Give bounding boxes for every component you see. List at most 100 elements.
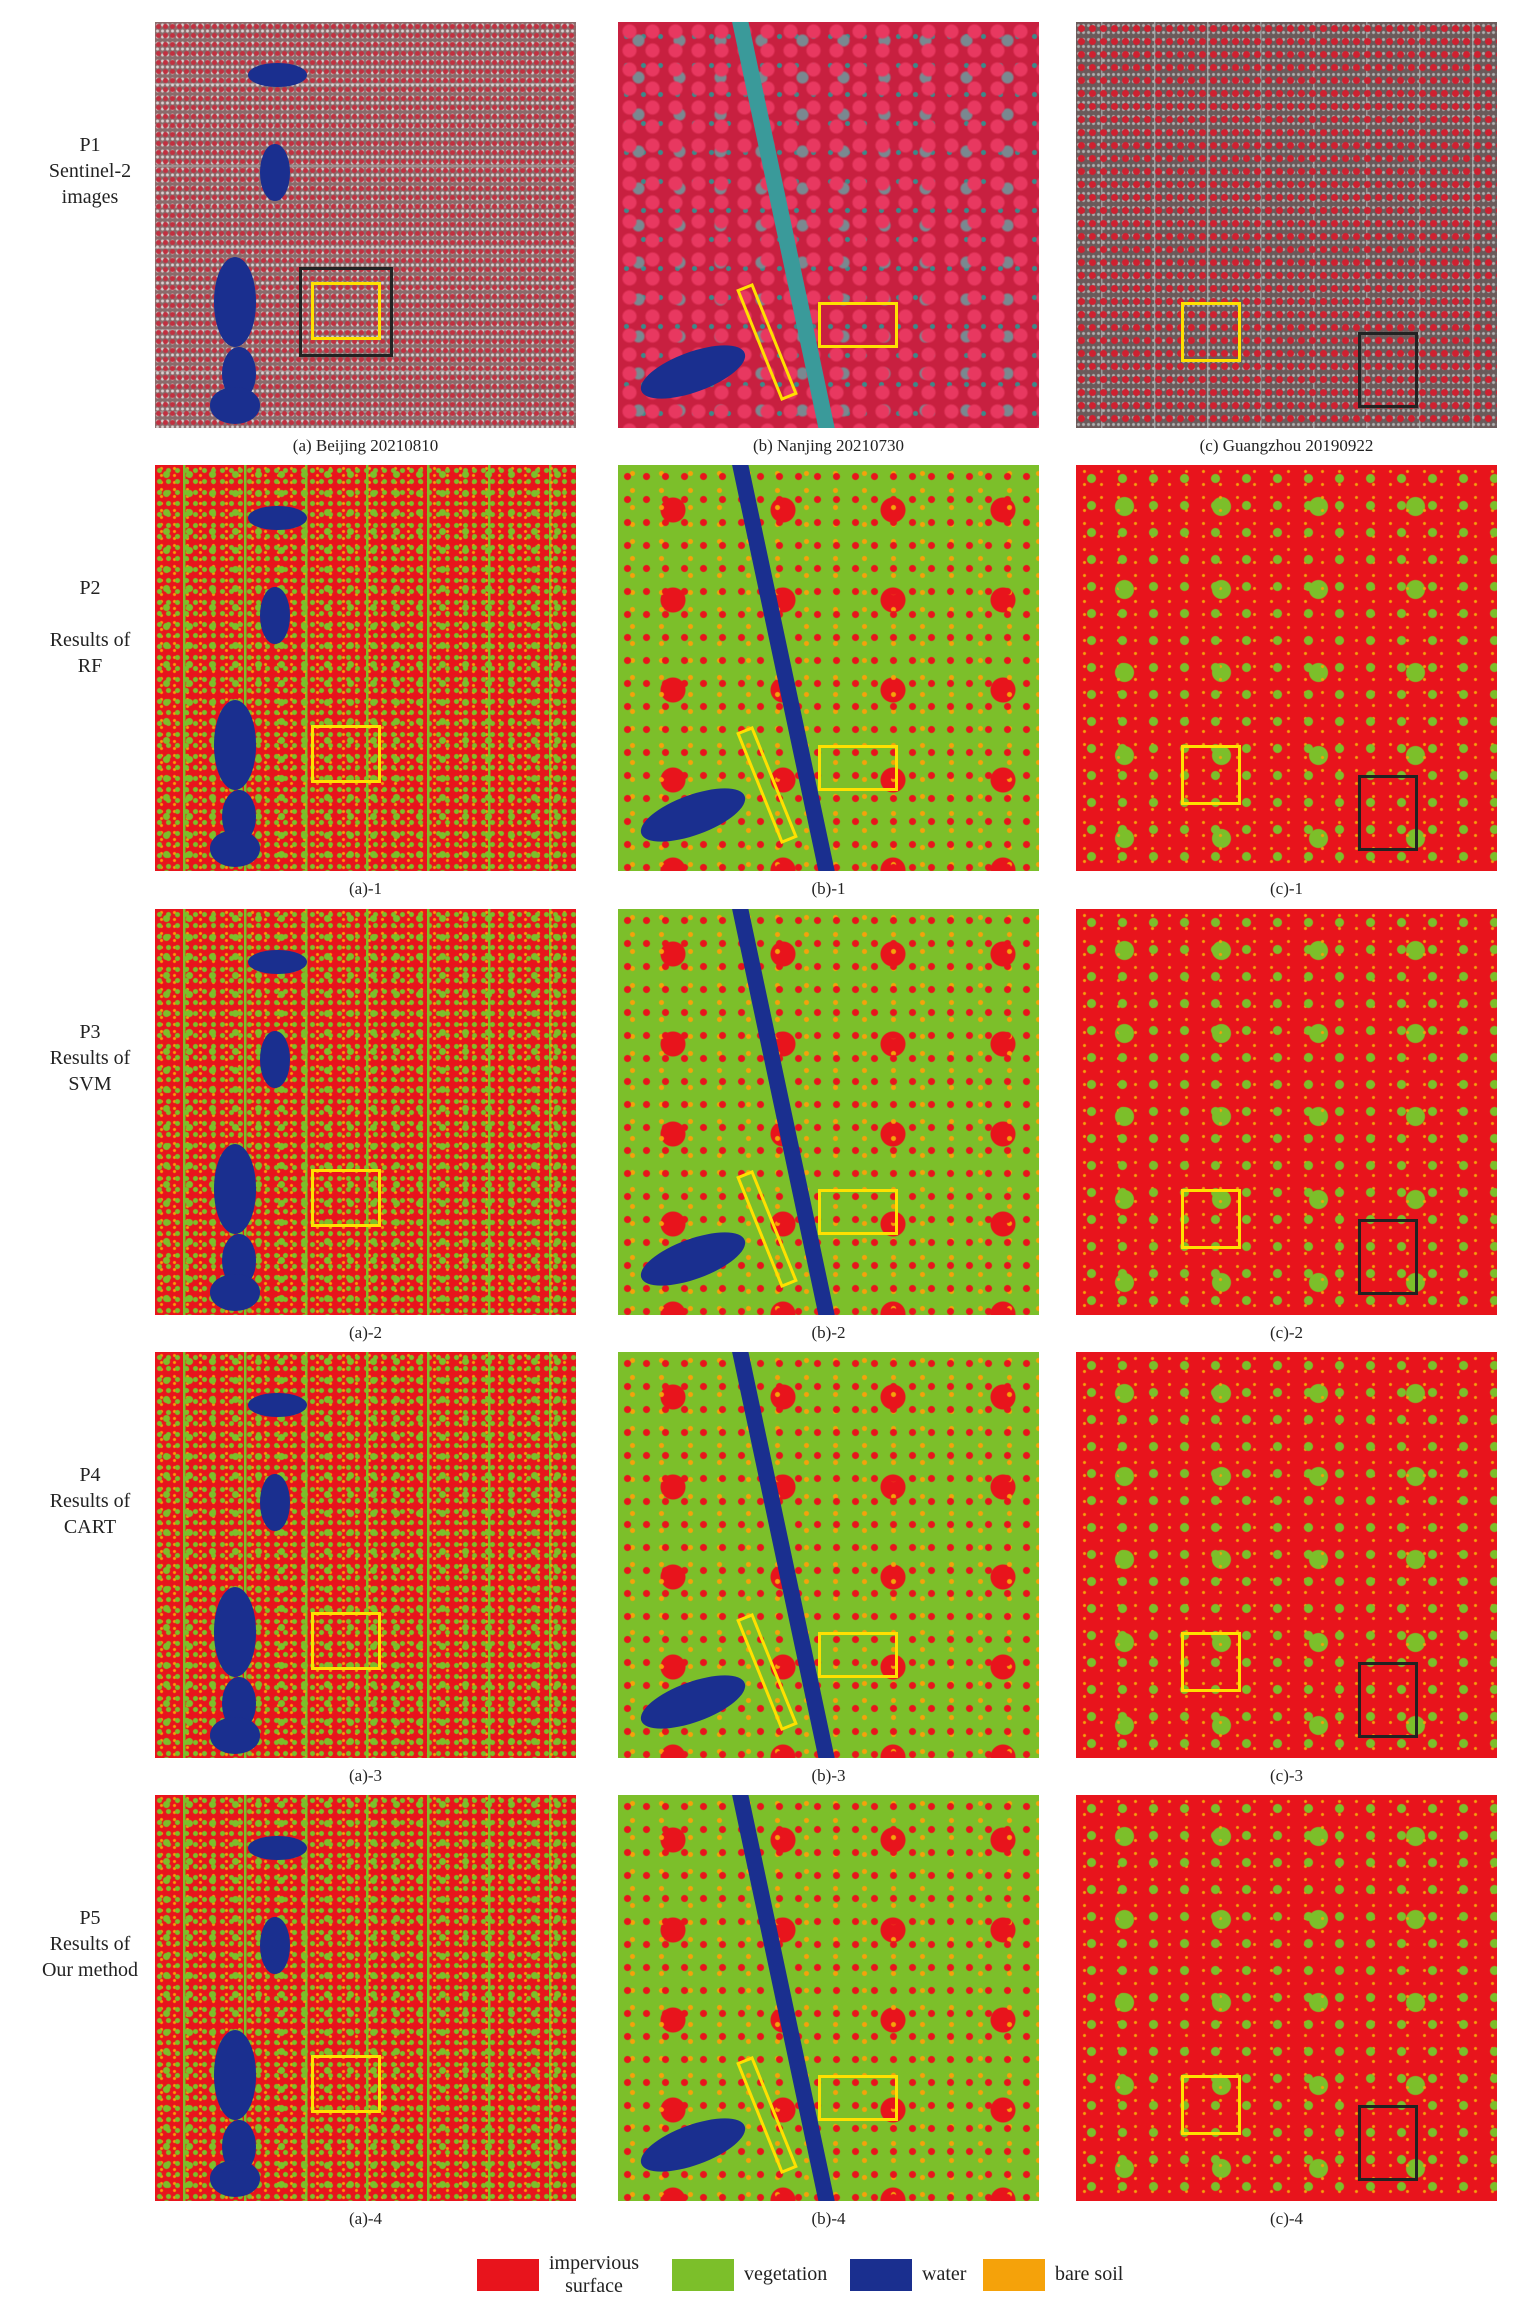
- legend-swatch: [477, 2259, 539, 2291]
- water-body: [634, 334, 752, 410]
- row-label-line: Results of: [49, 1490, 131, 1512]
- water-body: [634, 2107, 752, 2183]
- water-body: [213, 1587, 257, 1677]
- water-body: [209, 830, 261, 867]
- highlight-box: [1181, 1189, 1241, 1249]
- row-label-line: P3: [79, 1021, 101, 1043]
- panel-caption: (a)-4: [348, 2209, 383, 2228]
- highlight-box: [818, 302, 898, 348]
- legend-swatch: [983, 2259, 1045, 2291]
- row-label-line: Our method: [41, 1959, 139, 1981]
- legend-label-line: vegetation: [744, 2263, 828, 2285]
- legend-label: bare soil: [1055, 2263, 1123, 2286]
- water-body: [213, 257, 257, 347]
- row-label-line: P4: [79, 1464, 101, 1486]
- water-body: [209, 387, 261, 424]
- highlight-box: [311, 282, 381, 340]
- water-body: [634, 1221, 752, 1297]
- panel-caption: (c)-3: [1269, 1766, 1304, 1785]
- row-label-line: P5: [79, 1907, 101, 1929]
- panel-caption: (a)-1: [348, 879, 383, 898]
- water-body: [213, 700, 257, 790]
- highlight-box: [299, 267, 393, 357]
- image-panel: [618, 1352, 1039, 1758]
- water-body: [260, 143, 290, 201]
- row-label-line: [20, 601, 160, 627]
- water-body: [209, 2160, 261, 2197]
- water-body: [247, 505, 307, 530]
- row-label-line: RF: [77, 655, 103, 677]
- highlight-box: [311, 725, 381, 783]
- water-body: [209, 1274, 261, 1311]
- water-body: [247, 62, 307, 87]
- image-panel: [1076, 1795, 1497, 2201]
- highlight-box: [1358, 2105, 1418, 2181]
- highlight-box: [736, 2055, 798, 2175]
- row-label-line: SVM: [68, 1073, 112, 1095]
- row-label: P5 Results of Our method: [20, 1905, 160, 1983]
- water-body: [247, 949, 307, 974]
- water-body: [260, 586, 290, 644]
- legend-label-line: water: [922, 2263, 967, 2285]
- image-panel: [155, 909, 576, 1315]
- image-panel: [155, 1795, 576, 2201]
- highlight-box: [818, 745, 898, 791]
- highlight-box: [1181, 745, 1241, 805]
- highlight-box: [1358, 1662, 1418, 1738]
- panel-caption: (b)-3: [811, 1766, 846, 1785]
- highlight-box: [736, 725, 798, 845]
- highlight-box: [736, 1612, 798, 1732]
- water-body: [634, 777, 752, 853]
- highlight-box: [1358, 775, 1418, 851]
- panel-caption: (b)-4: [811, 2209, 846, 2228]
- highlight-box: [311, 2055, 381, 2113]
- image-panel: [1076, 465, 1497, 871]
- legend-label: water: [922, 2263, 966, 2286]
- panel-caption: (a)-3: [348, 1766, 383, 1785]
- image-panel: [618, 1795, 1039, 2201]
- water-body: [213, 1144, 257, 1234]
- water-body: [260, 1030, 290, 1088]
- panel-caption: (a)-2: [348, 1323, 383, 1342]
- legend-label-line: bare soil: [1055, 2263, 1124, 2285]
- panel-caption: (c)-2: [1269, 1323, 1304, 1342]
- highlight-box: [736, 282, 798, 402]
- row-label: P1 Sentinel-2 images: [20, 132, 160, 210]
- image-panel: [618, 909, 1039, 1315]
- image-panel: [155, 1352, 576, 1758]
- highlight-box: [736, 1169, 798, 1289]
- legend-label: vegetation: [744, 2263, 827, 2286]
- image-panel: [155, 22, 576, 428]
- panel-caption: (a) Beijing 20210810: [292, 436, 439, 455]
- row-label-line: images: [61, 186, 119, 208]
- legend-label-line: impervious: [549, 2252, 639, 2274]
- water-body: [634, 1664, 752, 1740]
- row-label-line: Results of: [49, 629, 131, 651]
- panel-caption: (b)-1: [811, 879, 846, 898]
- row-label-line: Results of: [49, 1933, 131, 1955]
- image-panel: [618, 465, 1039, 871]
- panel-caption: (b) Nanjing 20210730: [752, 436, 905, 455]
- row-label-line: Results of: [49, 1047, 131, 1069]
- row-label-line: CART: [63, 1516, 117, 1538]
- image-panel: [1076, 1352, 1497, 1758]
- image-panel: [1076, 909, 1497, 1315]
- water-body: [209, 1717, 261, 1754]
- highlight-box: [1358, 332, 1418, 408]
- row-label-line: P1: [79, 134, 101, 156]
- water-body: [247, 1835, 307, 1860]
- image-panel: [155, 465, 576, 871]
- legend-swatch: [672, 2259, 734, 2291]
- panel-caption: (c)-4: [1269, 2209, 1304, 2228]
- row-label: P3 Results of SVM: [20, 1019, 160, 1097]
- highlight-box: [1358, 1219, 1418, 1295]
- highlight-box: [1181, 2075, 1241, 2135]
- panel-caption: (c) Guangzhou 20190922: [1199, 436, 1374, 455]
- water-body: [260, 1916, 290, 1974]
- highlight-box: [1181, 302, 1241, 362]
- panel-caption: (c)-1: [1269, 879, 1304, 898]
- image-panel: [1076, 22, 1497, 428]
- highlight-box: [818, 1189, 898, 1235]
- image-panel: [618, 22, 1039, 428]
- legend-label: impervious surface: [549, 2252, 639, 2298]
